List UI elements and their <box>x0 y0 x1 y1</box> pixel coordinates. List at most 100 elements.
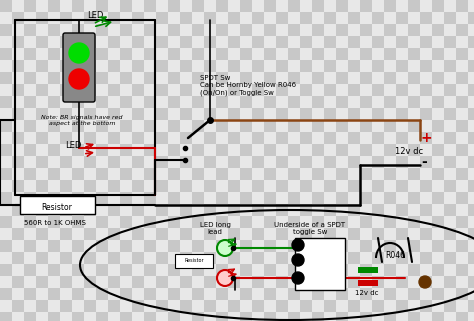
Bar <box>96 240 108 252</box>
Bar <box>84 228 96 240</box>
Bar <box>96 252 108 264</box>
Bar <box>60 300 72 312</box>
Bar <box>324 96 336 108</box>
Bar <box>336 168 348 180</box>
Bar <box>420 0 432 12</box>
Bar <box>468 252 474 264</box>
Bar <box>420 24 432 36</box>
Bar <box>60 12 72 24</box>
Bar <box>96 228 108 240</box>
Bar <box>324 12 336 24</box>
Bar <box>216 0 228 12</box>
Bar <box>144 300 156 312</box>
Bar <box>84 276 96 288</box>
Bar <box>324 132 336 144</box>
Bar <box>468 84 474 96</box>
Bar <box>120 204 132 216</box>
Circle shape <box>217 240 233 256</box>
Bar <box>24 156 36 168</box>
Bar <box>396 84 408 96</box>
Bar <box>84 156 96 168</box>
Bar <box>360 132 372 144</box>
Text: LED long
lead: LED long lead <box>200 222 230 235</box>
Bar <box>216 144 228 156</box>
Bar <box>432 276 444 288</box>
Bar <box>276 276 288 288</box>
Bar <box>264 180 276 192</box>
Bar <box>456 156 468 168</box>
Bar <box>96 96 108 108</box>
Bar <box>324 156 336 168</box>
Bar <box>180 48 192 60</box>
Bar <box>384 60 396 72</box>
Bar <box>432 72 444 84</box>
Bar <box>444 132 456 144</box>
Bar <box>12 24 24 36</box>
Bar <box>108 216 120 228</box>
Bar <box>24 48 36 60</box>
Bar <box>204 156 216 168</box>
Bar <box>60 288 72 300</box>
Bar <box>324 276 336 288</box>
Bar <box>468 168 474 180</box>
Bar <box>20 196 95 214</box>
Bar <box>336 84 348 96</box>
Bar <box>84 168 96 180</box>
Bar <box>468 180 474 192</box>
Bar <box>384 264 396 276</box>
Bar <box>444 252 456 264</box>
Bar <box>108 24 120 36</box>
Bar <box>396 24 408 36</box>
Bar <box>264 312 276 321</box>
Bar <box>288 216 300 228</box>
Bar <box>324 144 336 156</box>
Bar <box>0 48 12 60</box>
Bar <box>276 252 288 264</box>
Bar <box>372 264 384 276</box>
Bar <box>36 192 48 204</box>
Bar <box>360 252 372 264</box>
Bar <box>276 312 288 321</box>
Bar <box>96 300 108 312</box>
Bar <box>60 276 72 288</box>
Bar <box>408 144 420 156</box>
Bar <box>216 36 228 48</box>
Bar <box>228 36 240 48</box>
Bar <box>240 204 252 216</box>
Bar <box>468 216 474 228</box>
Bar <box>120 276 132 288</box>
Bar <box>468 108 474 120</box>
Bar <box>204 204 216 216</box>
Bar <box>360 228 372 240</box>
Bar <box>384 96 396 108</box>
Bar <box>348 264 360 276</box>
Circle shape <box>419 276 431 288</box>
Bar <box>336 216 348 228</box>
Bar <box>444 60 456 72</box>
Bar <box>300 24 312 36</box>
Bar <box>0 144 12 156</box>
Bar <box>264 60 276 72</box>
Bar <box>288 132 300 144</box>
Bar <box>300 144 312 156</box>
Bar <box>228 240 240 252</box>
Bar <box>240 288 252 300</box>
Bar <box>108 204 120 216</box>
Bar <box>408 288 420 300</box>
Bar <box>468 192 474 204</box>
Bar <box>396 36 408 48</box>
Bar <box>228 228 240 240</box>
Bar <box>156 144 168 156</box>
Bar <box>204 180 216 192</box>
Bar <box>96 312 108 321</box>
Bar <box>252 312 264 321</box>
Bar <box>240 264 252 276</box>
Bar <box>420 84 432 96</box>
Bar <box>120 264 132 276</box>
Bar <box>300 72 312 84</box>
Bar <box>156 168 168 180</box>
Bar <box>360 288 372 300</box>
Bar <box>288 264 300 276</box>
Circle shape <box>292 254 304 266</box>
Bar <box>360 144 372 156</box>
